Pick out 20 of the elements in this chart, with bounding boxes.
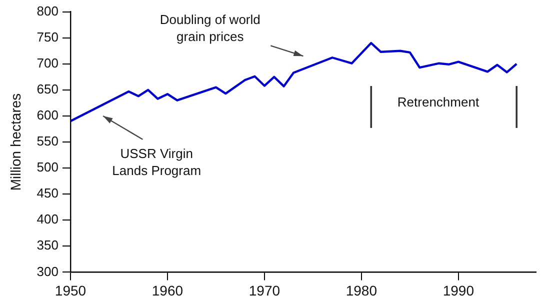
- y-tick-label: 700: [36, 55, 58, 70]
- y-tick-label: 800: [36, 3, 58, 18]
- annotation: Retrenchment: [397, 94, 480, 110]
- y-tick-label: 450: [36, 186, 58, 201]
- y-tick-label: 500: [36, 160, 58, 175]
- y-tick-label: 600: [36, 108, 58, 123]
- x-tick-label: 1980: [346, 282, 378, 298]
- y-tick-label: 300: [36, 264, 58, 279]
- x-tick-label: 1990: [442, 282, 474, 298]
- y-tick-label: 550: [36, 134, 58, 149]
- x-tick-label: 1960: [152, 282, 184, 298]
- x-tick-label: 1970: [248, 282, 280, 298]
- x-tick-label: 1950: [54, 282, 86, 298]
- annotation: USSR Virgin Lands Program: [112, 146, 202, 178]
- y-tick-label: 350: [36, 238, 58, 253]
- y-tick-label: 400: [36, 212, 58, 227]
- annotation: Doubling of world grain prices: [160, 12, 260, 44]
- y-axis-title: Million hectares: [7, 93, 24, 191]
- y-tick-label: 750: [36, 29, 58, 44]
- y-tick-label: 650: [36, 82, 58, 96]
